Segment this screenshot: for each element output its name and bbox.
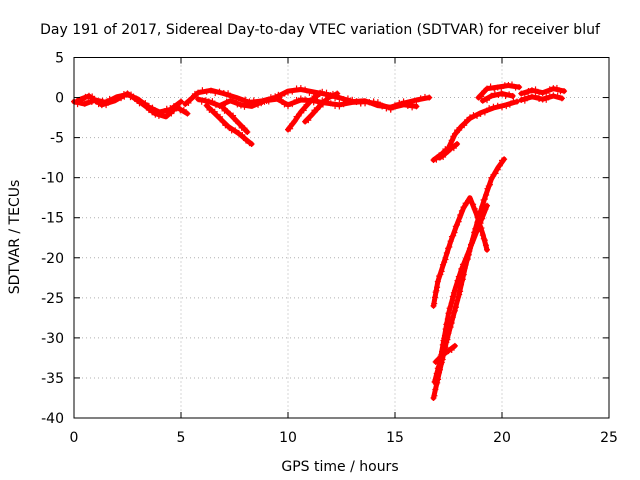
chart-title: Day 191 of 2017, Sidereal Day-to-day VTE… [40, 22, 601, 38]
x-axis-label: GPS time / hours [281, 459, 398, 475]
data-layer [71, 81, 568, 401]
y-tick-label: -40 [41, 411, 64, 427]
y-tick-label: 5 [55, 51, 64, 67]
axis-ticks [73, 57, 610, 419]
y-tick-label: -30 [41, 331, 64, 347]
series-arc-12 [479, 90, 516, 104]
series-arc-4 [195, 94, 420, 113]
series-arc-8 [302, 90, 341, 125]
y-tick-label: 0 [55, 91, 64, 107]
y-tick-label: -25 [41, 291, 64, 307]
x-tick-label: 25 [600, 430, 618, 446]
grid-lines [74, 57, 609, 418]
series-arc-18 [432, 342, 458, 365]
series-arc-5 [203, 102, 255, 148]
x-tick-label: 20 [493, 430, 511, 446]
series-arc-13 [518, 84, 568, 98]
y-tick-label: -15 [41, 211, 64, 227]
y-tick-label: -20 [41, 251, 64, 267]
x-tick-label: 0 [70, 430, 79, 446]
series-arc-17 [430, 195, 491, 309]
series-arc-2 [75, 91, 191, 120]
y-tick-label: -35 [41, 371, 64, 387]
x-tick-label: 15 [386, 430, 404, 446]
x-tick-label: 10 [279, 430, 297, 446]
plot-frame [73, 57, 610, 419]
series-arc-15 [430, 156, 508, 401]
series-arc-6 [218, 103, 251, 136]
series-arc-14 [518, 92, 565, 104]
y-tick-label: -5 [50, 131, 64, 147]
y-tick-label: -10 [41, 171, 64, 187]
tick-labels: 0 5 10 15 20 25 5 0 -5 -10 -15 -20 -25 -30 -35 -40 [41, 51, 618, 447]
series-arc-10 [436, 141, 461, 161]
y-axis-label: SDTVAR / TECUs [7, 180, 23, 295]
x-tick-label: 5 [177, 430, 186, 446]
series-arc-11 [475, 81, 523, 101]
series-arc-7 [285, 89, 324, 133]
